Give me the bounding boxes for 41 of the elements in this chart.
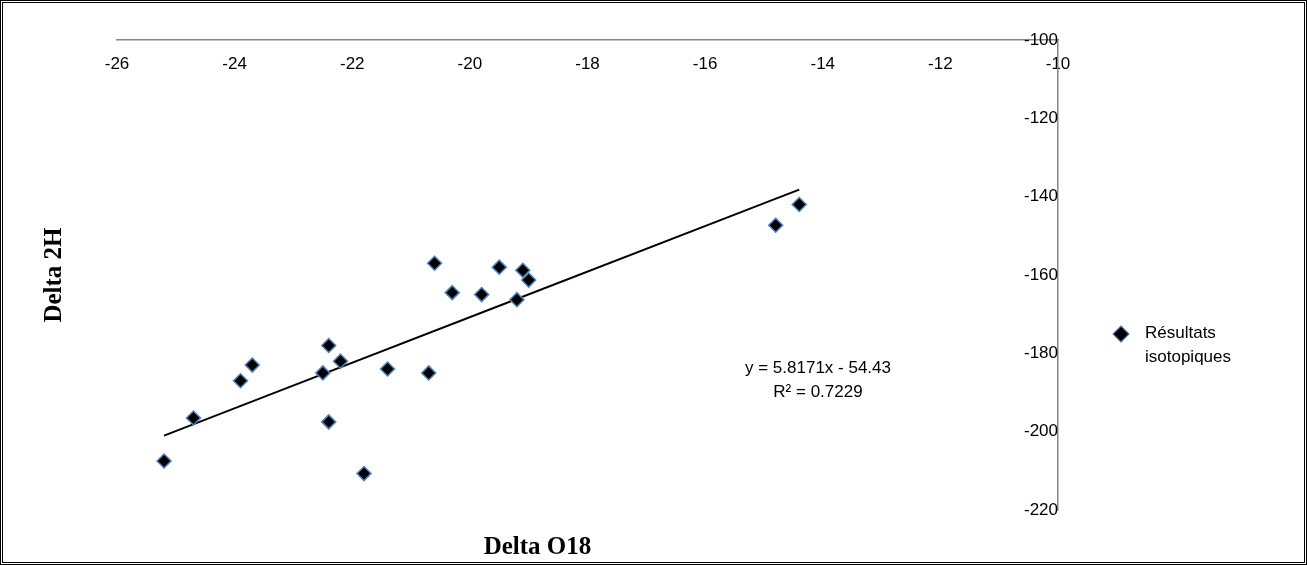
y-axis-title: Delta 2H [39, 226, 67, 323]
point [767, 217, 784, 234]
y-tick-label: -120 [1023, 108, 1058, 128]
x-tick-label: -24 [222, 53, 247, 73]
x-tick-label: -10 [1045, 53, 1071, 73]
point [444, 284, 460, 301]
point [320, 337, 337, 354]
x-tick-label: -14 [810, 53, 836, 73]
point [515, 262, 531, 279]
legend-label: Résultats isotopiques [1145, 322, 1232, 368]
point [156, 453, 172, 469]
x-tick-label: -18 [575, 53, 600, 73]
annotation: y = 5.8171x - 54.43 [744, 357, 892, 377]
annotation: R² = 0.7229 [773, 381, 863, 401]
point [185, 410, 202, 426]
point [244, 357, 261, 373]
point [332, 353, 349, 369]
x-tick-label: -12 [928, 53, 953, 73]
y-tick-label: -220 [1023, 499, 1058, 519]
point [491, 259, 508, 275]
point [791, 196, 807, 213]
y-tick-label: -140 [1023, 186, 1058, 206]
point [379, 361, 396, 377]
point [426, 255, 443, 271]
y-tick-label: -160 [1023, 264, 1058, 284]
point [420, 365, 437, 381]
point [509, 291, 525, 308]
point [232, 373, 249, 389]
point [356, 465, 372, 482]
x-tick-label: -26 [104, 53, 130, 73]
x-tick-label: -16 [692, 53, 718, 73]
y-tick-label: -100 [1023, 29, 1058, 49]
point [315, 365, 331, 381]
x-tick-label: -22 [339, 53, 365, 73]
x-tick-label: -20 [457, 53, 483, 73]
point [473, 286, 490, 303]
y-tick-label: -180 [1023, 343, 1058, 363]
point [320, 414, 337, 430]
x-axis-title: Delta O18 [483, 532, 592, 560]
y-tick-label: -200 [1023, 421, 1058, 441]
point [520, 272, 537, 288]
